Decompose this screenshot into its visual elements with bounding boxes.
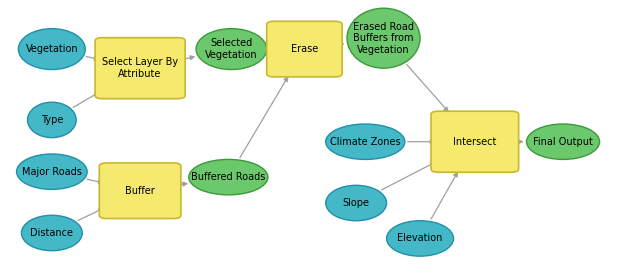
Text: Slope: Slope xyxy=(343,198,369,208)
Text: Climate Zones: Climate Zones xyxy=(330,137,401,147)
Text: Major Roads: Major Roads xyxy=(22,167,82,177)
Text: Elevation: Elevation xyxy=(397,234,443,244)
Text: Vegetation: Vegetation xyxy=(25,44,78,54)
Text: Erase: Erase xyxy=(291,44,318,54)
Text: Selected
Vegetation: Selected Vegetation xyxy=(205,38,258,60)
Ellipse shape xyxy=(386,221,453,256)
Text: Final Output: Final Output xyxy=(533,137,593,147)
Ellipse shape xyxy=(325,124,405,160)
Text: Distance: Distance xyxy=(30,228,73,238)
Ellipse shape xyxy=(19,29,85,70)
FancyBboxPatch shape xyxy=(431,111,519,172)
Text: Buffer: Buffer xyxy=(125,186,155,196)
Text: Type: Type xyxy=(40,115,63,125)
Ellipse shape xyxy=(325,185,386,221)
Ellipse shape xyxy=(21,215,82,251)
Ellipse shape xyxy=(189,160,268,195)
Ellipse shape xyxy=(527,124,600,160)
Ellipse shape xyxy=(27,102,76,138)
Ellipse shape xyxy=(347,8,420,68)
FancyBboxPatch shape xyxy=(99,163,181,219)
Text: Buffered Roads: Buffered Roads xyxy=(191,172,266,182)
Text: Select Layer By
Attribute: Select Layer By Attribute xyxy=(102,57,178,79)
Ellipse shape xyxy=(196,29,266,70)
Text: Erased Road
Buffers from
Vegetation: Erased Road Buffers from Vegetation xyxy=(353,22,414,55)
Text: Intersect: Intersect xyxy=(453,137,497,147)
Ellipse shape xyxy=(17,154,87,189)
FancyBboxPatch shape xyxy=(266,21,342,77)
FancyBboxPatch shape xyxy=(95,38,185,99)
